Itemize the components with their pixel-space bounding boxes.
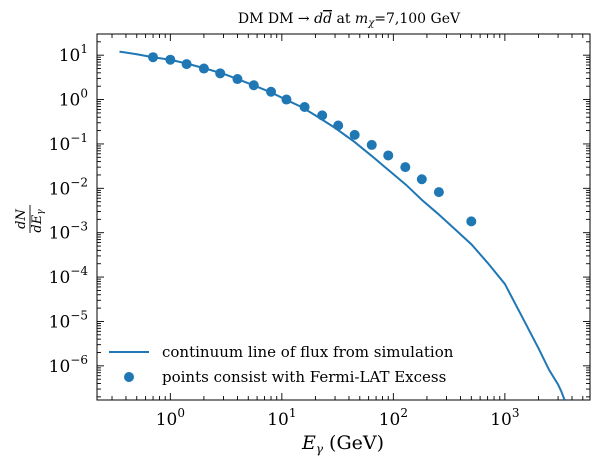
y-axis-label-numerator: dN — [14, 209, 29, 229]
series-line-continuum — [119, 50, 566, 401]
scatter-point — [232, 74, 243, 85]
y-tick-label: 10−2 — [49, 175, 88, 199]
legend-scatter-swatch — [124, 372, 134, 382]
legend-scatter-label: points consist with Fermi-LAT Excess — [162, 368, 446, 386]
plot-frame — [96, 33, 591, 401]
scatter-point — [317, 110, 328, 121]
y-axis-label: dN dEγ — [14, 205, 46, 233]
x-tick-label: 102 — [379, 406, 408, 430]
y-tick-label: 101 — [59, 42, 88, 66]
scatter-point — [165, 54, 176, 65]
y-tick-label: 10−5 — [49, 308, 88, 332]
x-axis-label: Eγ (GeV) — [301, 432, 384, 456]
scatter-point — [349, 129, 360, 140]
scatter-point — [466, 216, 477, 227]
tick-labels: 100 101 102 103 101 100 10−1 10−2 10−3 10−4 10−5 10… — [49, 42, 520, 430]
scatter-point — [433, 187, 444, 198]
y-tick-label: 10−1 — [49, 131, 88, 155]
scatter-point — [198, 63, 209, 74]
chart-title: DM DM → dd at mχ=7,100 GeV — [238, 11, 461, 29]
scatter-point — [281, 94, 292, 105]
y-axis-label-denominator: dEγ — [30, 209, 46, 233]
series-layer — [119, 50, 566, 401]
scatter-point — [181, 59, 192, 70]
y-tick-label: 100 — [59, 87, 88, 111]
x-tick-label: 103 — [490, 406, 519, 430]
y-tick-label: 10−6 — [49, 353, 88, 377]
axis-ticks — [97, 33, 590, 400]
scatter-point — [299, 101, 310, 112]
y-tick-label: 10−3 — [49, 220, 88, 244]
legend-line-label: continuum line of flux from simulation — [162, 343, 454, 361]
scatter-point — [215, 68, 226, 79]
scatter-point — [248, 80, 259, 91]
scatter-point — [400, 162, 411, 173]
legend: continuum line of flux from simulation p… — [109, 343, 454, 386]
scatter-point — [266, 86, 277, 97]
scatter-point — [383, 150, 394, 161]
x-tick-label: 100 — [156, 406, 185, 430]
scatter-point — [148, 52, 159, 63]
scatter-point — [333, 120, 344, 131]
scatter-point — [416, 174, 427, 185]
x-tick-label: 101 — [267, 406, 296, 430]
y-tick-label: 10−4 — [49, 264, 89, 288]
scatter-point — [366, 139, 377, 150]
